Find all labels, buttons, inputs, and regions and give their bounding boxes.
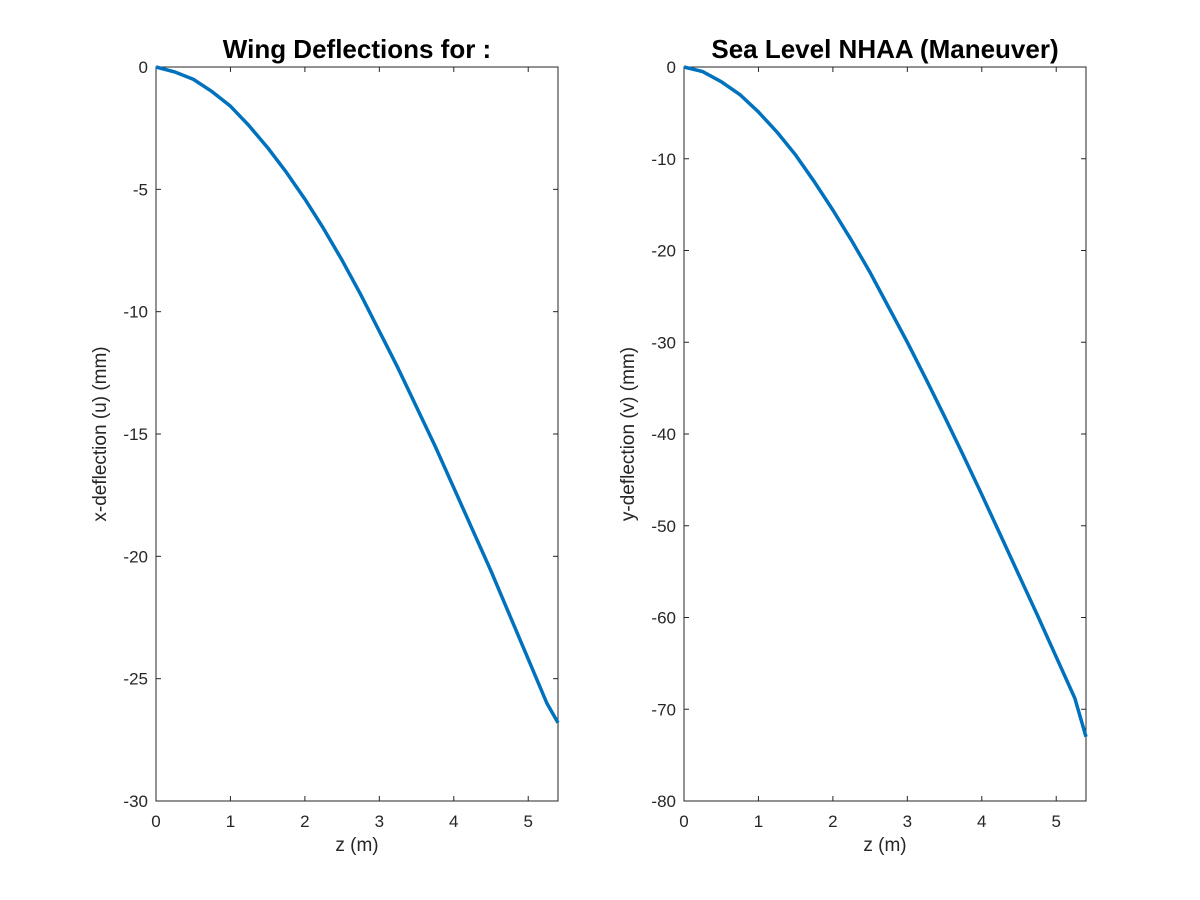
- left-axes-box: [155, 66, 559, 802]
- right-y-tick-label: -20: [651, 242, 676, 261]
- left-series-line: [155, 65, 560, 724]
- right-x-tick-label: 5: [1051, 812, 1060, 831]
- left-x-tick-label: 1: [226, 812, 235, 831]
- left-x-tick-label: 3: [375, 812, 384, 831]
- right-y-tick-label: 0: [667, 58, 676, 77]
- left-y-tick-label: 0: [139, 58, 148, 77]
- right-y-tick-label: -10: [651, 150, 676, 169]
- right-y-tick-label: -80: [651, 792, 676, 811]
- left-y-tick-label: -15: [123, 425, 148, 444]
- left-axes: 0 1 2 3 4 5 0 -5 -10 -15 -20 -25 -30 z (m) x-deflectio…: [90, 34, 560, 856]
- left-x-tick-label: 4: [449, 812, 458, 831]
- right-y-tick-label: -60: [651, 609, 676, 628]
- right-y-tick-label: -70: [651, 700, 676, 719]
- right-x-tick-label: 1: [754, 812, 763, 831]
- left-x-tick-label: 2: [300, 812, 309, 831]
- right-y-tick-label: -30: [651, 333, 676, 352]
- right-x-tick-label: 0: [679, 812, 688, 831]
- right-x-tick-label: 3: [903, 812, 912, 831]
- right-chart-title: Sea Level NHAA (Maneuver): [711, 34, 1058, 64]
- right-axes: 0 1 2 3 4 5 0 -10 -20 -30 -40 -50 -60 -70 -80 z (m) y-de…: [618, 34, 1088, 856]
- right-x-axis-label: z (m): [863, 835, 906, 856]
- right-x-tick-label: 2: [828, 812, 837, 831]
- right-y-tick-label: -40: [651, 425, 676, 444]
- left-x-tick-label: 5: [523, 812, 532, 831]
- right-y-axis-label: y-deflection (v) (mm): [618, 347, 639, 521]
- left-y-tick-label: -20: [123, 547, 148, 566]
- left-y-tick-label: -5: [133, 180, 148, 199]
- right-y-tick-label: -50: [651, 517, 676, 536]
- left-x-axis-label: z (m): [335, 835, 378, 856]
- left-y-tick-label: -10: [123, 303, 148, 322]
- right-x-tick-label: 4: [977, 812, 986, 831]
- left-chart-title: Wing Deflections for :: [223, 34, 491, 64]
- left-y-tick-label: -25: [123, 670, 148, 689]
- left-y-tick-label: -30: [123, 792, 148, 811]
- right-axes-box: [683, 66, 1087, 802]
- right-series-line: [683, 65, 1088, 738]
- left-x-tick-label: 0: [151, 812, 160, 831]
- left-y-axis-label: x-deflection (u) (mm): [90, 346, 111, 521]
